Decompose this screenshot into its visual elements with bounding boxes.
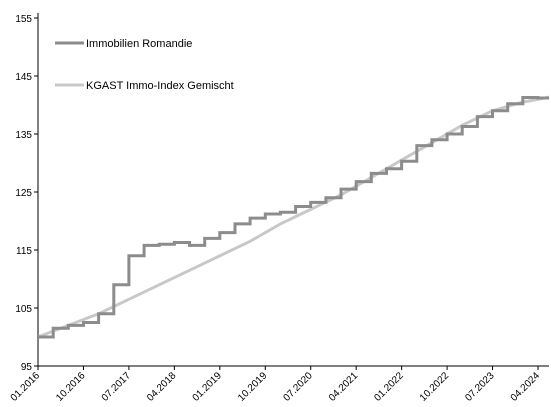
x-tick-label: 04.2024 <box>509 370 543 404</box>
x-tick-label: 04.2018 <box>145 370 179 404</box>
x-tick-label: 07.2020 <box>282 370 316 404</box>
x-tick-label: 01.2019 <box>191 370 225 404</box>
x-tick-label: 04.2021 <box>327 370 361 404</box>
y-tick-label: 145 <box>15 72 32 83</box>
legend-label: Immobilien Romandie <box>86 38 192 50</box>
y-tick-label: 95 <box>21 362 33 373</box>
series-lines <box>38 76 551 337</box>
y-tick-label: 155 <box>15 14 32 25</box>
y-axis: 95 105 115 125 135 145 155 <box>15 13 38 373</box>
x-tick-label: 01.2016 <box>9 370 43 404</box>
x-tick-label: 07.2017 <box>100 370 134 404</box>
y-tick-label: 125 <box>15 188 32 199</box>
x-tick-label: 10.2022 <box>418 370 452 404</box>
series-line-immobilien-romandie <box>38 76 551 337</box>
x-tick-label: 01.2022 <box>372 370 406 404</box>
x-tick-label: 10.2016 <box>54 370 88 404</box>
y-tick-label: 105 <box>15 304 32 315</box>
x-tick-label: 07.2023 <box>463 370 497 404</box>
legend: Immobilien Romandie KGAST Immo-Index Gemi… <box>55 38 234 92</box>
x-tick-label: 10.2019 <box>236 370 270 404</box>
y-tick-label: 115 <box>16 246 32 257</box>
y-tick-label: 135 <box>15 130 32 141</box>
legend-label: KGAST Immo-Index Gemischt <box>86 80 234 92</box>
x-axis: 01.2016 10.2016 07.2017 04.2018 01.2019 10.20… <box>9 366 549 404</box>
